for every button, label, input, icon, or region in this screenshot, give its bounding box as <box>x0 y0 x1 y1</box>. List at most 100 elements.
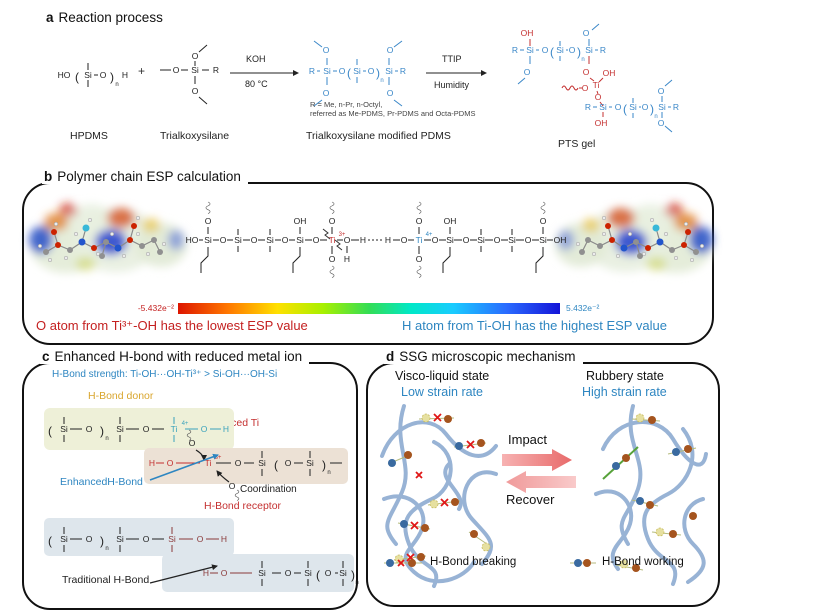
svg-text:n: n <box>380 78 383 84</box>
hbond-strength-note: H-Bond strength: Ti-OH···OH-Ti³⁺ > Si-OH… <box>52 369 278 380</box>
esp-caption-red: O atom from Ti³⁺-OH has the lowest ESP v… <box>36 318 308 333</box>
svg-text:): ) <box>322 458 326 472</box>
svg-text:(: ( <box>623 102 627 116</box>
svg-text:O: O <box>642 102 649 112</box>
pts-gel-structure: R Si O ( Si O ) n Si R OH O O O Ti OH O … <box>512 23 679 133</box>
svg-text:O: O <box>251 235 258 245</box>
svg-text:Si: Si <box>585 45 593 55</box>
svg-text:n: n <box>115 82 118 88</box>
high-rate-label: High strain rate <box>582 385 667 399</box>
svg-text:(: ( <box>347 66 351 80</box>
panel-c-title: c Enhanced H-bond with reduced metal ion <box>40 349 310 364</box>
svg-text:): ) <box>110 70 114 84</box>
svg-text:Si: Si <box>339 568 347 578</box>
impact-recover-arrows <box>502 449 576 493</box>
svg-text:Si: Si <box>629 102 637 112</box>
traditional-hbond-arrow <box>149 564 218 584</box>
esp-surface-right <box>566 190 714 292</box>
svg-text:OH: OH <box>554 235 567 245</box>
modified-pdms-structure: R Si O ( Si O ) n Si R O O O O <box>309 40 406 107</box>
svg-text:O: O <box>595 92 602 102</box>
temperature-label: 80 °C <box>245 79 268 89</box>
svg-text:O: O <box>282 235 289 245</box>
svg-text:O: O <box>167 458 174 468</box>
svg-text:R: R <box>600 45 606 55</box>
svg-text:Si: Si <box>191 65 199 75</box>
ti4-atom: Ti <box>416 235 423 245</box>
svg-text:O: O <box>416 254 423 264</box>
svg-text:O: O <box>192 86 199 96</box>
svg-text:O: O <box>143 424 150 434</box>
svg-text:O: O <box>416 216 423 226</box>
svg-text:Si: Si <box>508 235 516 245</box>
svg-text:O: O <box>189 438 196 448</box>
svg-text:): ) <box>376 66 380 80</box>
svg-text:H: H <box>385 235 391 245</box>
svg-text:Si: Si <box>116 424 124 434</box>
low-rate-label: Low strain rate <box>401 385 483 399</box>
legend-working-icon <box>570 559 596 567</box>
svg-text:): ) <box>351 568 355 582</box>
hbond-donor-label: H-Bond donor <box>88 390 154 402</box>
koh-label: KOH <box>246 54 266 64</box>
receptor-structure: H O Ti 3+ O Si ( O Si ) n O O <box>144 429 348 501</box>
svg-text:Si: Si <box>168 534 176 544</box>
svg-text:O: O <box>658 86 665 96</box>
svg-text:O: O <box>329 254 336 264</box>
coordination-label: Coordination <box>240 484 297 495</box>
svg-text:(: ( <box>274 458 278 472</box>
svg-text:H: H <box>203 568 209 578</box>
ti4-donor-atom: Ti <box>171 424 178 434</box>
svg-text:n: n <box>581 57 584 63</box>
reaction-arrow-2 <box>426 70 487 76</box>
svg-text:O: O <box>339 66 346 76</box>
svg-text:): ) <box>577 45 581 59</box>
esp-colorbar <box>178 303 560 314</box>
svg-text:H: H <box>221 534 227 544</box>
hpdms-structure: HO ( Si O ) n H <box>58 63 128 88</box>
reaction-arrow-1 <box>230 70 299 76</box>
svg-text:Si: Si <box>477 235 485 245</box>
modified-pdms-label: Trialkoxysilane modified PDMS <box>306 130 451 142</box>
svg-text:O: O <box>86 534 93 544</box>
svg-text:O: O <box>100 70 107 80</box>
svg-text:H: H <box>223 424 229 434</box>
svg-text:O: O <box>525 235 532 245</box>
esp-caption-blue: H atom from Ti-OH has the highest ESP va… <box>402 318 667 333</box>
ti3-charge: 3+ <box>339 232 346 238</box>
svg-text:O: O <box>569 45 576 55</box>
r-note-line2: referred as Me-PDMS, Pr-PDMS and Octa-PD… <box>310 109 476 118</box>
svg-text:H: H <box>344 254 350 264</box>
svg-text:O: O <box>313 235 320 245</box>
esp-scale-max: 5.432e⁻² <box>566 303 600 313</box>
svg-text:n: n <box>105 436 108 442</box>
panel-b-title-text: Polymer chain ESP calculation <box>57 169 241 184</box>
svg-text:O: O <box>173 65 180 75</box>
svg-text:Si: Si <box>539 235 547 245</box>
humidity-label: Humidity <box>434 80 470 90</box>
svg-text:Si: Si <box>258 568 266 578</box>
svg-text:O: O <box>494 235 501 245</box>
svg-text:n: n <box>105 546 108 552</box>
svg-text:O: O <box>86 424 93 434</box>
svg-text:n: n <box>355 580 358 586</box>
panel-a-title: a Reaction process <box>44 10 170 25</box>
plus-sign: + <box>138 64 146 78</box>
visco-state-label: Visco-liquid state <box>395 369 490 383</box>
svg-text:O: O <box>401 235 408 245</box>
svg-text:O: O <box>344 235 351 245</box>
svg-text:O: O <box>220 235 227 245</box>
trialkoxysilane-label: Trialkoxysilane <box>160 130 230 142</box>
ti3-receptor-atom: Ti <box>205 458 212 468</box>
svg-text:HO: HO <box>186 235 199 245</box>
ti4-charge: 4+ <box>426 232 433 238</box>
legend-working-label: H-Bond working <box>602 556 684 568</box>
svg-text:Si: Si <box>556 45 564 55</box>
svg-text:OH: OH <box>294 216 307 226</box>
broken-bond-x <box>397 559 405 567</box>
svg-text:O: O <box>229 481 236 491</box>
enhanced-hbond-label: EnhancedH-Bond <box>60 476 143 488</box>
svg-text:): ) <box>100 534 104 548</box>
svg-text:R: R <box>512 45 518 55</box>
svg-text:4+: 4+ <box>182 421 189 427</box>
